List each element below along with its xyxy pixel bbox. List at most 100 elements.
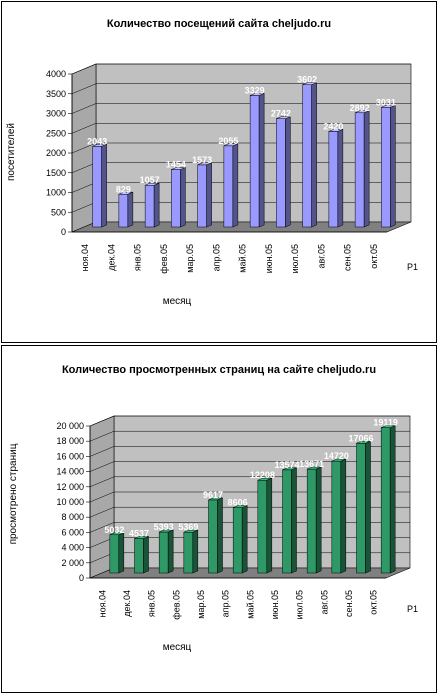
data-label: 2420 — [323, 121, 343, 131]
x-tick-label: апр.05 — [221, 590, 231, 617]
x-tick-label: дек.04 — [122, 590, 132, 617]
bar-side-11 — [389, 425, 396, 574]
y-tick-label: 12 000 — [56, 482, 84, 492]
data-label: 5032 — [104, 525, 124, 535]
bar-top-4 — [197, 162, 212, 166]
bar-side-8 — [315, 466, 322, 574]
x-tick-label: фев.05 — [159, 244, 169, 274]
x-tick-label: дек.04 — [106, 244, 116, 271]
bar-top-3 — [183, 529, 198, 533]
y-axis-label: посетителей — [6, 123, 17, 181]
bar-10 — [354, 112, 365, 228]
data-label: 13671 — [299, 459, 324, 469]
chart-title: Количество просмотренных страниц на сайт… — [62, 364, 376, 376]
bar-9 — [331, 460, 342, 574]
data-label: 3329 — [245, 86, 265, 96]
y-tick-label: 8 000 — [61, 512, 84, 522]
y-tick-label: 3500 — [46, 89, 66, 99]
data-label: 1057 — [140, 175, 160, 185]
y-tick-label: 16 000 — [56, 451, 84, 461]
bar-top-7 — [276, 116, 291, 119]
bar-side-4 — [206, 162, 212, 228]
data-label: 2043 — [87, 136, 107, 146]
y-axis-label: просмотрено страниц — [8, 443, 19, 544]
x-tick-label: июл.05 — [290, 244, 300, 273]
data-label: 14720 — [324, 451, 349, 461]
bar-top-0 — [109, 532, 124, 536]
x-tick-label: окт.05 — [369, 244, 379, 269]
bar-side-11 — [390, 104, 396, 228]
x-tick-label: окт.05 — [369, 590, 379, 615]
y-tick-label: 18 000 — [56, 436, 84, 446]
bar-0 — [109, 534, 120, 574]
data-label: 8606 — [228, 498, 248, 508]
pageviews-chart: Количество просмотренных страниц на сайт… — [8, 364, 418, 653]
bar-side-10 — [363, 110, 370, 228]
bar-8 — [306, 468, 317, 574]
x-tick-label: янв.05 — [147, 590, 157, 617]
bar-2 — [144, 184, 155, 228]
data-label: 5393 — [154, 522, 174, 532]
x-tick-label: июн.05 — [264, 244, 274, 273]
y-tick-label: 14 000 — [56, 467, 84, 477]
bar-side-7 — [285, 116, 291, 228]
y-tick-label: 500 — [51, 207, 66, 217]
x-tick-label: фев.05 — [171, 590, 181, 620]
bar-3 — [183, 531, 194, 574]
bar-9 — [328, 131, 339, 228]
bar-2 — [158, 531, 169, 574]
bar-1 — [118, 194, 129, 228]
bar-1 — [134, 538, 144, 574]
gridline — [89, 430, 410, 442]
bar-11 — [381, 107, 391, 228]
y-tick-label: 2500 — [46, 128, 66, 138]
bar-top-2 — [159, 529, 174, 533]
bar-top-6 — [257, 477, 272, 481]
bar-side-7 — [291, 467, 297, 574]
bar-top-11 — [381, 425, 396, 428]
y-tick-label: 4000 — [46, 69, 66, 79]
data-label: 19119 — [373, 418, 398, 428]
bar-3 — [171, 169, 181, 228]
x-tick-label: мар.05 — [196, 590, 206, 619]
bar-8 — [302, 84, 312, 228]
y-tick-label: 1000 — [46, 188, 66, 198]
x-tick-label: мар.05 — [185, 244, 195, 273]
bar-6 — [257, 479, 268, 574]
bar-top-0 — [92, 143, 107, 147]
x-tick-label: апр.05 — [211, 244, 221, 271]
y-tick-label: 2000 — [46, 148, 66, 158]
data-label: 3031 — [376, 97, 396, 107]
data-label: 13574 — [274, 460, 299, 470]
bar-top-2 — [145, 182, 160, 186]
bar-side-6 — [258, 93, 265, 228]
bar-side-0 — [118, 532, 125, 574]
x-tick-label: сен.05 — [343, 244, 353, 271]
bar-4 — [208, 499, 218, 574]
bar-side-9 — [340, 458, 347, 574]
bar-11 — [380, 427, 391, 574]
x-tick-label: май.05 — [245, 590, 255, 619]
x-tick-label: янв.05 — [133, 244, 143, 271]
bar-top-9 — [331, 458, 346, 462]
bar-top-5 — [223, 143, 238, 147]
bar-side-10 — [365, 440, 371, 574]
bar-side-3 — [180, 167, 186, 228]
bar-top-5 — [233, 505, 248, 508]
data-label: 17066 — [348, 433, 373, 443]
bar-side-5 — [232, 143, 239, 228]
bar-10 — [356, 443, 366, 574]
x-tick-label: ноя.04 — [97, 590, 107, 617]
data-label: 4537 — [129, 529, 149, 539]
bar-side-5 — [241, 505, 248, 574]
gridline — [89, 415, 410, 427]
bar-side-3 — [192, 529, 199, 574]
gridline — [71, 63, 411, 75]
bar-top-4 — [208, 497, 223, 501]
x-tick-label: авг.05 — [319, 590, 329, 614]
bar-side-2 — [153, 182, 160, 228]
gridline — [89, 461, 410, 472]
gridline — [89, 446, 410, 457]
x-tick-label: авг.05 — [316, 244, 326, 268]
y-tick-label: 3000 — [46, 109, 66, 119]
